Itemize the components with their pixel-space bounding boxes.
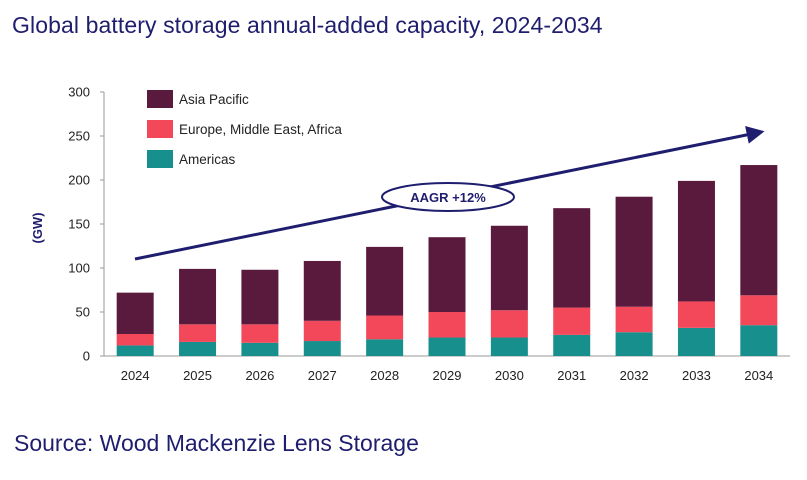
y-tick-label: 100 — [68, 261, 90, 276]
x-tick-label: 2026 — [245, 368, 274, 383]
bar-europe-middle-east-africa-2026 — [241, 324, 279, 343]
y-tick-label: 0 — [83, 349, 90, 364]
bar-americas-2024 — [116, 345, 154, 356]
legend: Asia Pacific Europe, Middle East, Africa A… — [147, 90, 342, 168]
bar-asia-pacific-2028 — [366, 246, 404, 316]
bar-europe-middle-east-africa-2027 — [303, 320, 341, 342]
bar-americas-2030 — [490, 337, 528, 356]
source-note: Source: Wood Mackenzie Lens Storage — [14, 430, 419, 456]
legend-swatch — [147, 120, 173, 138]
bar-asia-pacific-2034 — [740, 165, 778, 296]
bars-group — [116, 165, 778, 356]
y-tick-label: 250 — [68, 129, 90, 144]
bar-americas-2033 — [677, 327, 715, 356]
x-tick-label: 2031 — [557, 368, 586, 383]
bar-europe-middle-east-africa-2025 — [179, 324, 217, 342]
y-tick-label: 50 — [76, 305, 90, 320]
trend-annotation: AAGR +12% — [134, 126, 765, 261]
bar-americas-2032 — [615, 332, 653, 356]
legend-label: Europe, Middle East, Africa — [179, 122, 342, 137]
bar-asia-pacific-2030 — [490, 225, 528, 311]
bar-americas-2028 — [366, 339, 404, 356]
legend-swatch — [147, 90, 173, 108]
x-tick-label: 2027 — [308, 368, 337, 383]
x-tick-label: 2028 — [370, 368, 399, 383]
bar-asia-pacific-2025 — [179, 268, 217, 325]
bar-europe-middle-east-africa-2031 — [553, 307, 591, 335]
bar-americas-2031 — [553, 334, 591, 356]
legend-swatch — [147, 150, 173, 168]
bar-asia-pacific-2032 — [615, 196, 653, 307]
legend-label: Asia Pacific — [179, 92, 249, 107]
bar-americas-2027 — [303, 341, 341, 356]
bar-europe-middle-east-africa-2033 — [677, 301, 715, 328]
bar-asia-pacific-2026 — [241, 269, 279, 325]
y-tick-label: 200 — [68, 173, 90, 188]
y-axis-label: (GW) — [30, 212, 45, 243]
y-tick-label: 150 — [68, 217, 90, 232]
aagr-bubble — [381, 182, 515, 212]
bar-europe-middle-east-africa-2032 — [615, 306, 653, 333]
bar-europe-middle-east-africa-2034 — [740, 295, 778, 326]
x-tick-label: 2034 — [744, 368, 773, 383]
bar-europe-middle-east-africa-2024 — [116, 334, 154, 346]
x-tick-label: 2024 — [121, 368, 150, 383]
bar-europe-middle-east-africa-2030 — [490, 310, 528, 338]
bar-asia-pacific-2033 — [677, 180, 715, 302]
bar-americas-2025 — [179, 341, 217, 356]
bar-asia-pacific-2031 — [553, 208, 591, 308]
x-tick-label: 2030 — [495, 368, 524, 383]
bar-americas-2034 — [740, 325, 778, 356]
y-tick-label: 300 — [68, 85, 90, 100]
bar-asia-pacific-2024 — [116, 292, 154, 334]
bar-europe-middle-east-africa-2029 — [428, 312, 466, 338]
x-tick-label: 2033 — [682, 368, 711, 383]
bar-asia-pacific-2029 — [428, 237, 466, 312]
bar-asia-pacific-2027 — [303, 260, 341, 321]
bar-americas-2026 — [241, 342, 279, 356]
legend-label: Americas — [179, 152, 236, 167]
x-tick-label: 2029 — [433, 368, 462, 383]
bar-americas-2029 — [428, 337, 466, 356]
x-tick-label: 2032 — [620, 368, 649, 383]
bar-europe-middle-east-africa-2028 — [366, 315, 404, 340]
x-axis-ticks: 2024 2025 2026 2027 2028 2029 2030 2031 2032 2033… — [121, 368, 774, 383]
aagr-label: AAGR +12% — [410, 190, 486, 205]
x-tick-label: 2025 — [183, 368, 212, 383]
chart-title: Global battery storage annual-added capa… — [12, 12, 603, 38]
y-axis-ticks: 0 50 100 150 200 250 300 — [68, 85, 104, 364]
